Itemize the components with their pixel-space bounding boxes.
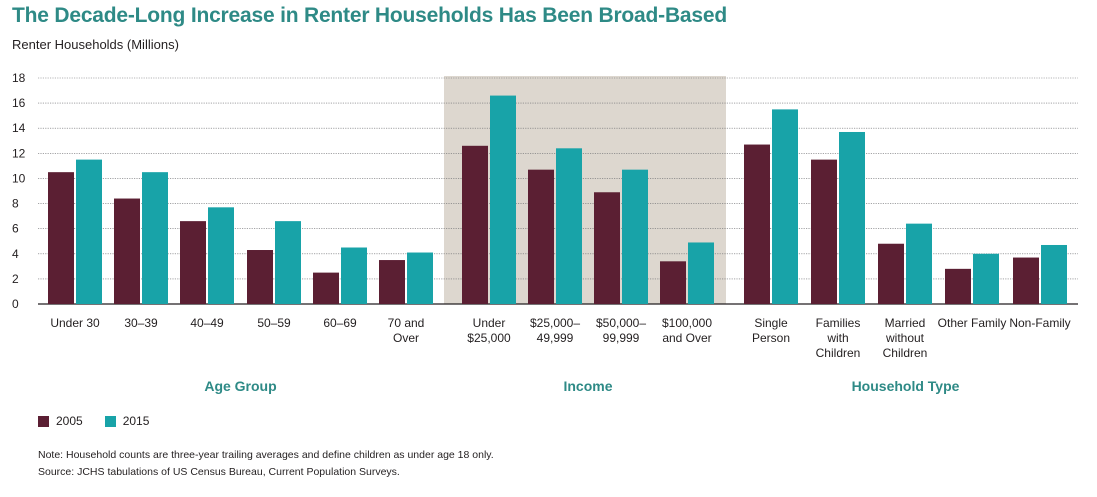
x-tick-label: Single — [754, 316, 788, 330]
x-tick-label: Over — [393, 331, 419, 345]
bar-2005 — [744, 144, 770, 304]
bar-2005 — [878, 243, 904, 304]
group-title: Age Group — [204, 378, 276, 394]
x-tick-label: $100,000 — [662, 316, 712, 330]
bar-2005 — [313, 272, 339, 304]
x-tick-label: 40–49 — [190, 316, 224, 330]
x-tick-label: Families — [816, 316, 861, 330]
x-tick-label: 70 and — [388, 316, 425, 330]
legend-item-2015: 2015 — [104, 414, 150, 428]
x-tick-label: 60–69 — [323, 316, 357, 330]
y-tick-label: 4 — [12, 247, 19, 261]
x-tick-label: with — [826, 331, 848, 345]
x-tick-label: Children — [816, 346, 861, 360]
note-text: Note: Household counts are three-year tr… — [38, 449, 494, 461]
y-tick-label: 6 — [12, 222, 19, 236]
bar-2005 — [811, 159, 837, 304]
x-tick-label: $50,000– — [596, 316, 646, 330]
bar-2005 — [247, 250, 273, 304]
x-tick-label: 50–59 — [257, 316, 291, 330]
bar-2015 — [839, 131, 865, 304]
chart-subtitle: Renter Households (Millions) — [12, 37, 179, 52]
bar-2015 — [142, 172, 168, 304]
bar-2015 — [556, 148, 582, 304]
bar-2015 — [688, 242, 714, 304]
chart-title: The Decade-Long Increase in Renter House… — [12, 4, 727, 27]
source-text: Source: JCHS tabulations of US Census Bu… — [38, 466, 400, 478]
x-tick-label: Children — [883, 346, 928, 360]
bar-2005 — [945, 268, 971, 304]
x-tick-label: Under 30 — [50, 316, 100, 330]
y-tick-label: 16 — [12, 96, 26, 110]
x-tick-label: Married — [885, 316, 926, 330]
y-tick-label: 12 — [12, 146, 26, 160]
x-tick-label: Other Family — [938, 316, 1007, 330]
bar-2015 — [622, 169, 648, 304]
legend-label-2005: 2005 — [56, 414, 83, 428]
bar-2015 — [906, 223, 932, 304]
legend-swatch-2015 — [104, 415, 116, 427]
bar-2015 — [490, 95, 516, 304]
bar-2015 — [275, 221, 301, 304]
bar-2005 — [1013, 257, 1039, 304]
legend-item-2005: 2005 — [38, 414, 83, 428]
bar-2005 — [528, 169, 554, 304]
bar-2005 — [594, 192, 620, 304]
x-tick-label: $25,000– — [530, 316, 580, 330]
group-title: Income — [563, 378, 612, 394]
bar-2005 — [114, 198, 140, 304]
bar-2015 — [208, 207, 234, 304]
legend-label-2015: 2015 — [122, 414, 150, 428]
legend: 2005 2015 — [38, 414, 171, 428]
x-tick-label: 49,999 — [537, 331, 574, 345]
x-tick-label: 99,999 — [603, 331, 640, 345]
x-tick-label: 30–39 — [124, 316, 158, 330]
bar-2015 — [341, 247, 367, 304]
x-tick-label: Under — [473, 316, 506, 330]
bar-2015 — [973, 253, 999, 304]
y-tick-label: 18 — [12, 71, 26, 85]
bar-2005 — [180, 221, 206, 304]
x-tick-label: and Over — [662, 331, 711, 345]
bar-2005 — [48, 172, 74, 304]
legend-swatch-2005 — [38, 415, 49, 427]
bar-2015 — [1041, 244, 1067, 304]
x-tick-label: Person — [752, 331, 790, 345]
y-tick-label: 8 — [12, 197, 19, 211]
x-tick-label: $25,000 — [467, 331, 511, 345]
group-title: Household Type — [852, 378, 960, 394]
bar-2005 — [660, 261, 686, 304]
y-tick-label: 14 — [12, 121, 26, 135]
x-tick-label: without — [885, 331, 925, 345]
x-tick-label: Non-Family — [1009, 316, 1070, 330]
bar-2015 — [76, 159, 102, 304]
y-tick-label: 10 — [12, 171, 26, 185]
y-tick-label: 0 — [12, 297, 19, 311]
bar-2015 — [772, 109, 798, 304]
bar-2005 — [379, 260, 405, 304]
footnotes: Note: Household counts are three-year tr… — [38, 447, 494, 481]
bar-2005 — [462, 145, 488, 304]
y-tick-label: 2 — [12, 272, 19, 286]
bar-2015 — [407, 252, 433, 304]
